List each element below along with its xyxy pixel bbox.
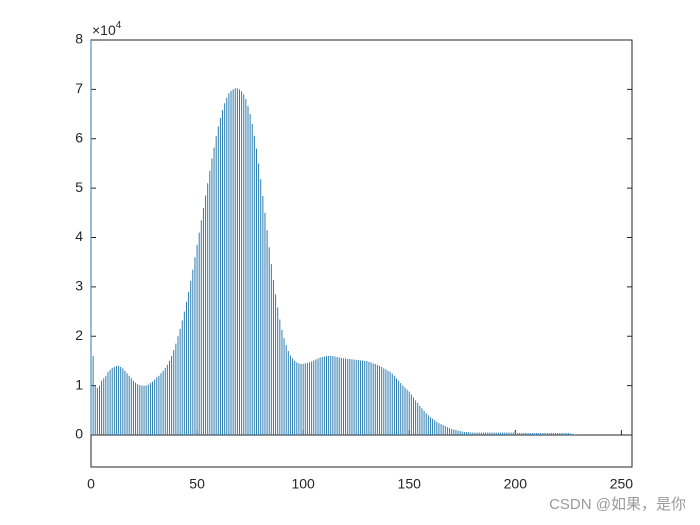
x-tick-label: 200 xyxy=(504,476,528,492)
y-tick-label: 5 xyxy=(75,179,83,195)
x-tick-label: 100 xyxy=(291,476,315,492)
watermark: CSDN @如果，是你 xyxy=(549,496,686,513)
y-tick-label: 1 xyxy=(75,376,83,392)
multiplier-exponent: 4 xyxy=(116,20,122,31)
y-tick-label: 6 xyxy=(75,129,83,145)
x-tick-label: 150 xyxy=(398,476,422,492)
y-multiplier: ×104 xyxy=(92,20,122,38)
x-tick-label: 50 xyxy=(189,476,205,492)
colorbar xyxy=(90,434,633,468)
y-tick-label: 4 xyxy=(75,228,83,244)
x-tick-label: 250 xyxy=(610,476,634,492)
plot-box xyxy=(90,39,633,436)
y-tick-label: 0 xyxy=(75,426,83,442)
y-tick-label: 2 xyxy=(75,327,83,343)
y-tick-label: 7 xyxy=(75,80,83,96)
multiplier-base: ×10 xyxy=(92,22,116,38)
y-tick-label: 8 xyxy=(75,31,83,47)
y-tick-label: 3 xyxy=(75,278,83,294)
x-tick-label: 0 xyxy=(87,476,95,492)
